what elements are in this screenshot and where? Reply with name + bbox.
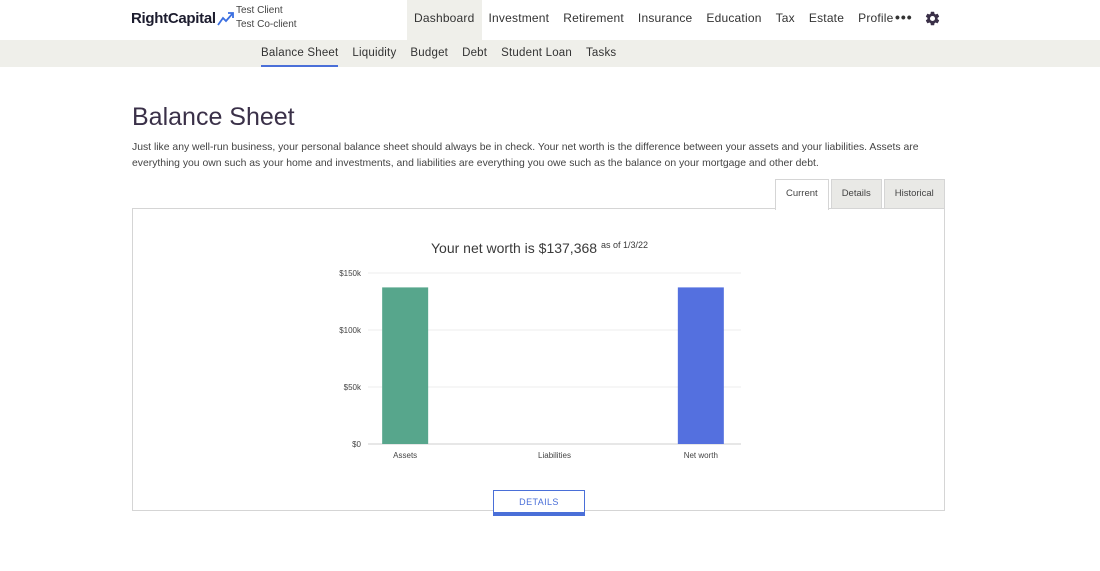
- logo-text: RightCapital: [131, 10, 216, 27]
- client-primary: Test Client: [236, 5, 283, 16]
- subnav-balance-sheet[interactable]: Balance Sheet: [261, 40, 339, 67]
- tab-details[interactable]: Details: [830, 179, 882, 209]
- nav-profile[interactable]: Profile: [858, 11, 894, 25]
- details-button[interactable]: DETAILS: [493, 490, 585, 516]
- client-names[interactable]: Test Client Test Co-client: [236, 4, 297, 32]
- y-tick-label: $150k: [339, 269, 362, 278]
- y-tick-label: $0: [352, 440, 361, 449]
- x-tick-label: Net worth: [684, 451, 718, 460]
- subnav-tasks[interactable]: Tasks: [585, 47, 617, 59]
- subnav-debt[interactable]: Debt: [462, 47, 488, 59]
- nav-insurance[interactable]: Insurance: [637, 11, 693, 25]
- client-secondary: Test Co-client: [236, 19, 297, 30]
- nav-estate[interactable]: Estate: [808, 11, 845, 25]
- y-tick-label: $50k: [344, 383, 362, 392]
- more-menu-icon[interactable]: •••: [895, 9, 913, 25]
- sub-navigation: Balance Sheet Liquidity Budget Debt Stud…: [0, 40, 1100, 67]
- subnav-list: Balance Sheet Liquidity Budget Debt Stud…: [261, 40, 630, 67]
- balance-sheet-panel: Your net worth is $137,368 as of 1/3/22 …: [132, 208, 946, 516]
- trend-arrow-icon: [217, 11, 234, 26]
- nav-tax[interactable]: Tax: [775, 11, 795, 25]
- nav-education[interactable]: Education: [706, 11, 762, 25]
- bar: [677, 287, 724, 444]
- subnav-liquidity[interactable]: Liquidity: [352, 47, 397, 59]
- top-navigation: RightCapital Test Client Test Co-client …: [0, 0, 1100, 40]
- tab-historical[interactable]: Historical: [883, 179, 945, 209]
- gear-icon[interactable]: [924, 10, 941, 27]
- balance-bar-chart: $0 $50k $100k $150k Assets Liabilities Net wor…: [339, 269, 741, 460]
- net-worth-value: $137,368: [538, 240, 598, 256]
- nav-dashboard[interactable]: Dashboard: [407, 0, 482, 40]
- net-worth-summary: Your net worth is $137,368 as of 1/3/22: [133, 240, 946, 256]
- nav-investment[interactable]: Investment: [488, 11, 550, 25]
- y-tick-label: $100k: [339, 326, 362, 335]
- tab-current[interactable]: Current: [775, 179, 829, 210]
- net-worth-prefix: Your net worth is: [431, 240, 539, 256]
- subnav-budget[interactable]: Budget: [410, 47, 449, 59]
- x-tick-label: Assets: [393, 451, 417, 460]
- view-tabs: Current Details Historical: [775, 179, 945, 210]
- subnav-student-loan[interactable]: Student Loan: [501, 47, 572, 59]
- nav-retirement[interactable]: Retirement: [563, 11, 624, 25]
- logo[interactable]: RightCapital: [131, 10, 235, 27]
- page-title: Balance Sheet: [132, 103, 295, 131]
- bar: [382, 287, 429, 444]
- as-of-date: as of 1/3/22: [600, 240, 648, 250]
- page-description: Just like any well-run business, your pe…: [132, 142, 919, 169]
- x-tick-label: Liabilities: [538, 451, 571, 460]
- main-nav: Dashboard Investment Retirement Insuranc…: [407, 0, 901, 40]
